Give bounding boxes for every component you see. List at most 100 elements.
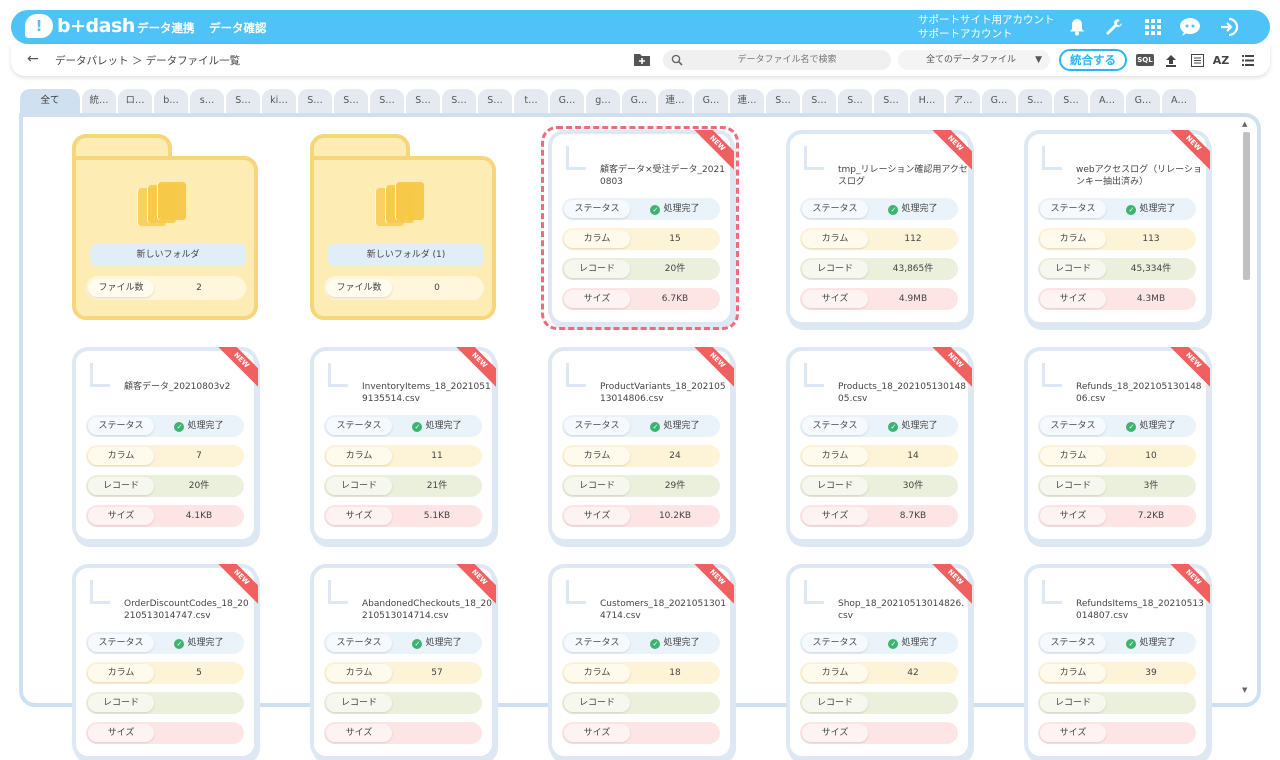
data-file-card[interactable]: NEW InventoryItems_18_20210519135514.csv ス…	[310, 347, 496, 543]
data-file-card[interactable]: NEW RefundsItems_18_20210513014807.csv ステー…	[1024, 564, 1210, 760]
scroll-up-arrow-icon[interactable]: ▲	[1242, 120, 1248, 128]
data-file-card[interactable]: NEW webアクセスログ（リレーションキー抽出済み） ステータス ✓ 処理完了 カラム 1…	[1024, 130, 1210, 326]
tab-category[interactable]: S…	[874, 89, 908, 113]
tab-category[interactable]: S…	[442, 89, 476, 113]
file-count-label: ファイル数	[88, 279, 154, 297]
records-row: レコード	[562, 692, 720, 714]
columns-row: カラム 39	[1038, 662, 1196, 684]
tab-category[interactable]: A…	[1162, 89, 1196, 113]
data-file-card[interactable]: NEW Products_18_20210513014805.csv ステータス ✓ 処…	[786, 347, 972, 543]
tab-category[interactable]: S…	[1018, 89, 1052, 113]
tab-category[interactable]: S…	[370, 89, 404, 113]
status-text: 処理完了	[901, 421, 938, 431]
tab-category[interactable]: b…	[154, 89, 188, 113]
status-row: ステータス ✓ 処理完了	[1038, 198, 1196, 220]
tab-category[interactable]: ア…	[946, 89, 980, 113]
file-name: Customers_18_20210513014714.csv	[600, 599, 727, 621]
file-name: AbandonedCheckouts_18_20210513014714.csv	[362, 599, 492, 621]
tab-category[interactable]: 統…	[82, 89, 116, 113]
back-arrow-icon[interactable]: ←	[27, 51, 39, 67]
status-value: ✓ 処理完了	[1108, 415, 1194, 437]
tab-category[interactable]: S…	[766, 89, 800, 113]
tab-category[interactable]: S…	[1054, 89, 1088, 113]
tab-all[interactable]: 全て	[20, 89, 80, 113]
file-name: RefundsItems_18_20210513014807.csv	[1076, 599, 1204, 621]
records-label: レコード	[1040, 477, 1106, 495]
sql-icon[interactable]: SQL	[1136, 54, 1154, 66]
scroll-down-arrow-icon[interactable]: ▼	[1242, 686, 1248, 694]
data-file-card[interactable]: NEW tmp_リレーション確認用アクセスログ ステータス ✓ 処理完了 カラム 112 レコ…	[786, 130, 972, 326]
sort-az-icon[interactable]: AZ	[1212, 53, 1230, 67]
tab-category[interactable]: A…	[1090, 89, 1124, 113]
folder-card[interactable]: 新しいフォルダ (1) ファイル数 0	[310, 134, 496, 320]
status-label: ステータス	[802, 634, 868, 652]
tab-category[interactable]: s…	[190, 89, 224, 113]
tab-category[interactable]: G…	[694, 89, 728, 113]
status-value: ✓ 処理完了	[632, 415, 718, 437]
size-row: サイズ	[800, 722, 958, 744]
upload-icon[interactable]	[1162, 51, 1180, 69]
tab-category[interactable]: 連…	[658, 89, 692, 113]
nav-data-integration[interactable]: データ連携	[137, 21, 195, 35]
records-label: レコード	[802, 694, 868, 712]
data-file-card[interactable]: NEW Shop_18_20210513014826.csv ステータス ✓ 処理完了カ…	[786, 564, 972, 760]
list-detail-icon[interactable]	[1188, 51, 1206, 69]
check-circle-icon: ✓	[412, 639, 423, 649]
vertical-scrollbar[interactable]: ▲ ▼	[1240, 120, 1252, 698]
status-text: 処理完了	[187, 421, 224, 431]
chat-support-icon[interactable]	[1179, 16, 1201, 38]
records-row: レコード 21件	[324, 475, 482, 497]
tab-category[interactable]: G…	[1126, 89, 1160, 113]
file-name: OrderDiscountCodes_18_20210513014747.csv	[124, 599, 249, 621]
tab-category[interactable]: g…	[586, 89, 620, 113]
tab-category[interactable]: G…	[622, 89, 656, 113]
records-value: 3件	[1143, 481, 1159, 491]
tab-category[interactable]: S…	[802, 89, 836, 113]
tab-category[interactable]: S…	[298, 89, 332, 113]
bell-icon[interactable]	[1066, 16, 1088, 38]
tab-category[interactable]: S…	[838, 89, 872, 113]
data-file-card[interactable]: NEW Refunds_18_20210513014806.csv ステータス ✓ 処理…	[1024, 347, 1210, 543]
data-file-card[interactable]: NEW 顧客データ×受注データ_20210803 ステータス ✓ 処理完了 カラム 15 レコ…	[548, 130, 734, 326]
tab-category[interactable]: S…	[406, 89, 440, 113]
account-name: サポートアカウント	[918, 28, 1013, 40]
wrench-icon[interactable]	[1103, 16, 1125, 38]
account-info[interactable]: サポートサイト用アカウント サポートアカウント	[918, 13, 1055, 41]
records-value: 43,865件	[892, 264, 934, 274]
tab-category[interactable]: ki…	[262, 89, 296, 113]
tab-category[interactable]: S…	[226, 89, 260, 113]
search-input[interactable]	[689, 50, 885, 70]
logout-icon[interactable]	[1218, 16, 1240, 38]
tab-category[interactable]: G…	[550, 89, 584, 113]
data-file-card[interactable]: NEW AbandonedCheckouts_18_20210513014714.…	[310, 564, 496, 760]
add-folder-icon[interactable]	[634, 51, 650, 70]
tab-category[interactable]: S…	[334, 89, 368, 113]
data-file-card[interactable]: NEW 顧客データ_20210803v2 ステータス ✓ 処理完了 カラム 7 レコード 20件…	[72, 347, 258, 543]
data-file-card[interactable]: NEW ProductVariants_18_20210513014806.csv…	[548, 347, 734, 543]
data-file-card[interactable]: NEW OrderDiscountCodes_18_20210513014747.…	[72, 564, 258, 760]
apps-grid-icon[interactable]	[1142, 16, 1164, 38]
status-value: ✓ 処理完了	[1108, 632, 1194, 654]
file-filter-select[interactable]: 全てのデータファイル ▼	[898, 50, 1050, 70]
tab-category[interactable]: t…	[514, 89, 548, 113]
records-label: レコード	[1040, 260, 1106, 278]
file-name: Products_18_20210513014805.csv	[838, 382, 967, 404]
check-circle-icon: ✓	[888, 639, 899, 649]
records-value	[394, 692, 480, 714]
columns-row: カラム 11	[324, 445, 482, 467]
data-file-card[interactable]: NEW Customers_18_20210513014714.csv ステータス ✓…	[548, 564, 734, 760]
tab-category[interactable]: ロ…	[118, 89, 152, 113]
nav-data-check[interactable]: データ確認	[209, 21, 267, 35]
size-row: サイズ	[562, 722, 720, 744]
folder-files-icon	[376, 182, 432, 230]
tab-category[interactable]: G…	[982, 89, 1016, 113]
tab-category[interactable]: S…	[478, 89, 512, 113]
list-view-icon[interactable]	[1239, 51, 1257, 69]
folder-card[interactable]: 新しいフォルダ ファイル数 2	[72, 134, 258, 320]
merge-button[interactable]: 統合する	[1059, 49, 1127, 71]
tab-category[interactable]: H…	[910, 89, 944, 113]
status-row: ステータス ✓ 処理完了	[562, 198, 720, 220]
scroll-thumb[interactable]	[1243, 132, 1250, 280]
tab-category[interactable]: 連…	[730, 89, 764, 113]
logo[interactable]: ! b+dash	[25, 14, 135, 38]
